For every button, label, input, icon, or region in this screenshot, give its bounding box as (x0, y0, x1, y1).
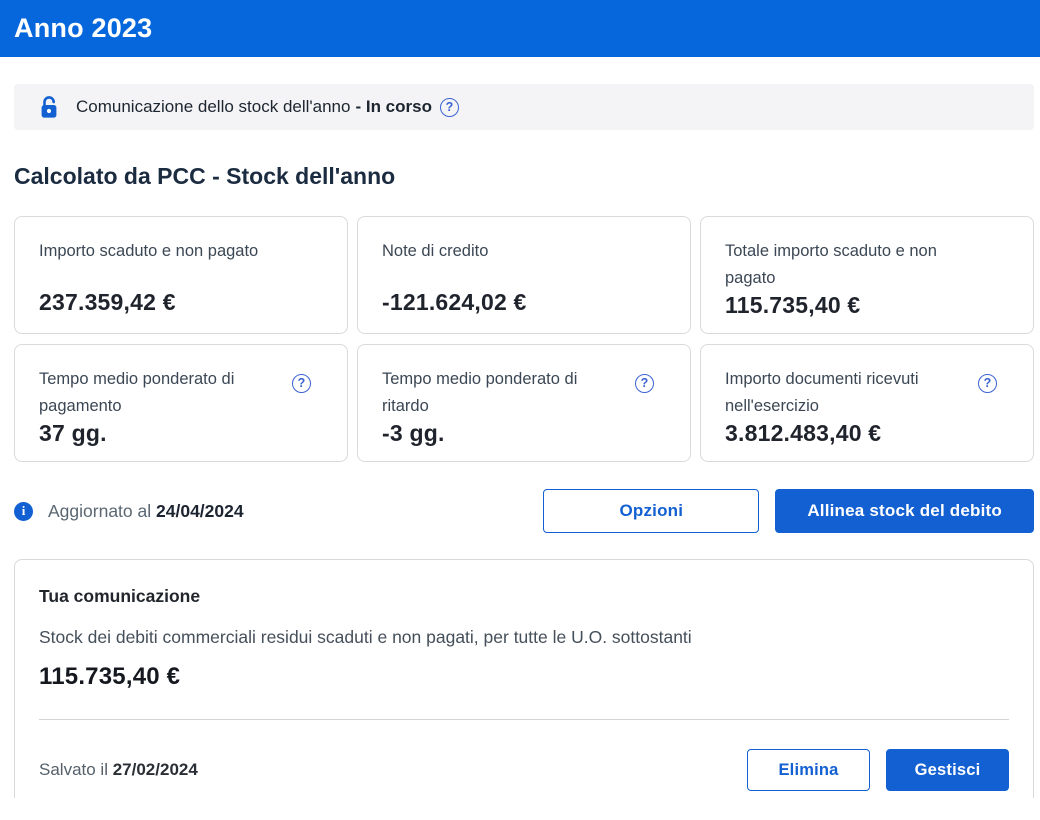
delete-button[interactable]: Elimina (747, 749, 870, 791)
main-content: Comunicazione dello stock dell'anno - In… (14, 84, 1034, 798)
stats-grid: Importo scaduto e non pagato 237.359,42 … (14, 216, 1034, 462)
stat-card-value: 3.812.483,40 € (725, 420, 882, 446)
status-badge: - In corso (355, 97, 432, 116)
stat-card-label: Note di credito (382, 242, 489, 260)
updated-label: Aggiornato al 24/04/2024 (48, 501, 244, 522)
communication-card: Tua comunicazione Stock dei debiti comme… (14, 559, 1034, 798)
stat-card-label: Tempo medio ponderato di pagamento (39, 370, 235, 415)
stat-card-value: -121.624,02 € (382, 289, 527, 315)
stat-card-totale-importo: Totale importo scaduto e non pagato 115.… (700, 216, 1034, 334)
updated-date: 24/04/2024 (156, 500, 244, 521)
stat-card-value: 237.359,42 € (39, 289, 176, 315)
align-stock-button[interactable]: Allinea stock del debito (775, 489, 1034, 533)
divider (39, 719, 1009, 720)
update-actions: Opzioni Allinea stock del debito (543, 489, 1034, 533)
question-circle-icon[interactable]: ? (292, 374, 311, 393)
saved-date: 27/02/2024 (112, 760, 198, 779)
communication-title: Tua comunicazione (39, 586, 201, 606)
saved-info: Salvato il 27/02/2024 (39, 760, 198, 780)
saved-label: Salvato il (39, 760, 108, 779)
info-circle-icon[interactable]: i (14, 501, 33, 521)
manage-button[interactable]: Gestisci (886, 749, 1009, 791)
status-banner: Comunicazione dello stock dell'anno - In… (14, 84, 1034, 130)
page-header: Anno 2023 (0, 0, 1040, 57)
communication-description: Stock dei debiti commerciali residui sca… (39, 627, 692, 647)
stat-card-tempo-ritardo: ? Tempo medio ponderato di ritardo -3 gg… (357, 344, 691, 462)
stat-card-importo-scaduto: Importo scaduto e non pagato 237.359,42 … (14, 216, 348, 334)
lock-open-icon (38, 95, 60, 119)
stat-card-label: Importo scaduto e non pagato (39, 242, 259, 260)
communication-actions: Elimina Gestisci (747, 749, 1009, 791)
stat-card-label: Tempo medio ponderato di ritardo (382, 370, 578, 415)
question-circle-icon[interactable]: ? (978, 374, 997, 393)
question-circle-icon[interactable]: ? (635, 374, 654, 393)
stat-card-value: -3 gg. (382, 420, 445, 446)
communication-footer: Salvato il 27/02/2024 Elimina Gestisci (39, 749, 1009, 791)
question-circle-icon[interactable]: ? (439, 97, 459, 117)
status-banner-text: Comunicazione dello stock dell'anno (76, 97, 351, 116)
stat-card-importo-documenti: ? Importo documenti ricevuti nell'eserci… (700, 344, 1034, 462)
options-button[interactable]: Opzioni (543, 489, 760, 533)
page-title: Anno 2023 (14, 13, 153, 43)
stat-card-note-credito: Note di credito -121.624,02 € (357, 216, 691, 334)
section-title: Calcolato da PCC - Stock dell'anno (14, 163, 396, 189)
stat-card-value: 115.735,40 € (725, 292, 861, 318)
communication-value: 115.735,40 € (39, 663, 181, 690)
stat-card-label: Totale importo scaduto e non pagato (725, 242, 937, 287)
updated-label-text: Aggiornato al (48, 500, 152, 521)
stat-card-tempo-pagamento: ? Tempo medio ponderato di pagamento 37 … (14, 344, 348, 462)
stat-card-label: Importo documenti ricevuti nell'esercizi… (725, 370, 919, 415)
update-row: i Aggiornato al 24/04/2024 Opzioni Allin… (14, 489, 1034, 533)
update-info: i Aggiornato al 24/04/2024 (14, 501, 244, 522)
stat-card-value: 37 gg. (39, 420, 107, 446)
